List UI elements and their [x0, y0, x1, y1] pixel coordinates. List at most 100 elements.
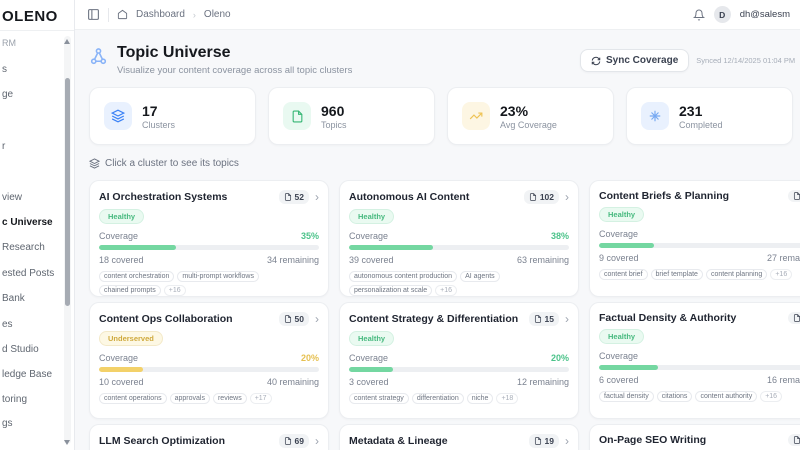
coverage-label: Coverage — [99, 231, 139, 241]
covered-count: 9 covered — [599, 253, 639, 263]
tag-pill: content orchestration — [99, 271, 175, 282]
file-icon — [283, 102, 311, 130]
topic-count-badge: 52 — [278, 190, 309, 204]
tag-list: content operations approvals reviews +17 — [99, 393, 319, 404]
status-pill: Healthy — [599, 329, 645, 344]
stat-label: Avg Coverage — [500, 119, 557, 130]
sidebar-item[interactable]: s — [2, 64, 7, 75]
stat-label: Completed — [679, 119, 723, 130]
stat-value: 960 — [321, 102, 345, 119]
sidebar-item[interactable]: Bank — [2, 293, 25, 304]
sidebar-scrollbar-thumb[interactable] — [65, 78, 70, 306]
tag-pill: +16 — [163, 285, 186, 296]
coverage-label: Coverage — [349, 231, 389, 241]
breadcrumb-dashboard[interactable]: Dashboard — [136, 9, 185, 20]
remaining-count: 40 remaining — [266, 377, 319, 387]
sync-coverage-button[interactable]: Sync Coverage — [580, 49, 690, 72]
stat-value: 231 — [679, 102, 703, 119]
scroll-down-icon[interactable] — [64, 440, 70, 445]
sidebar-item[interactable]: ested Posts — [2, 268, 55, 279]
document-icon — [284, 193, 292, 201]
user-email[interactable]: dh@salesm — [739, 9, 790, 20]
chevron-right-icon[interactable]: › — [315, 312, 319, 326]
coverage-label: Coverage — [599, 229, 639, 239]
sidebar-item[interactable]: c Universe — [2, 217, 53, 228]
cluster-card[interactable]: Factual Density & Authority›HealthyCover… — [589, 302, 800, 419]
stat-card-topics: 960 Topics — [268, 87, 435, 145]
tag-pill: content authority — [695, 391, 758, 402]
stat-label: Topics — [321, 119, 347, 130]
cluster-card[interactable]: Content Briefs & Planning›HealthyCoverag… — [589, 180, 800, 297]
tag-pill: +17 — [249, 393, 272, 404]
topic-count-badge: 15 — [528, 312, 559, 326]
chevron-right-icon[interactable]: › — [565, 434, 569, 448]
cluster-hint: Click a cluster to see its topics — [89, 158, 239, 169]
coverage-label: Coverage — [99, 353, 139, 363]
sidebar-item[interactable]: toring — [2, 394, 28, 405]
tag-pill: personalization at scale — [349, 285, 433, 296]
document-icon — [534, 437, 542, 445]
sidebar-toggle-icon[interactable] — [87, 8, 100, 21]
coverage-bar — [599, 365, 800, 370]
cluster-card[interactable]: Content Ops Collaboration 50 › Underserved C… — [89, 302, 329, 419]
chevron-right-icon[interactable]: › — [315, 190, 319, 204]
coverage-label: Coverage — [599, 351, 639, 361]
status-pill: Healthy — [99, 209, 145, 224]
tag-list: content brief brief template content plann… — [599, 269, 800, 280]
sidebar-item[interactable]: gs — [2, 418, 13, 429]
tag-list: content strategy differentiation niche +18 — [349, 393, 569, 404]
layers-icon — [89, 158, 100, 169]
coverage-bar — [349, 367, 569, 372]
remaining-count: 63 remaining — [516, 255, 569, 265]
sidebar-item[interactable]: ge — [2, 89, 14, 100]
remaining-count: 16 remaining — [766, 375, 800, 385]
sidebar-item[interactable]: Research — [2, 242, 45, 253]
document-icon — [793, 436, 800, 444]
tag-pill: multi-prompt workflows — [177, 271, 259, 282]
coverage-label: Coverage — [349, 353, 389, 363]
tag-pill: differentiation — [411, 393, 464, 404]
topic-universe-icon — [89, 47, 108, 76]
sidebar-item[interactable]: ledge Base — [2, 369, 53, 380]
chevron-right-icon[interactable]: › — [565, 190, 569, 204]
scroll-up-icon[interactable] — [64, 39, 70, 44]
sidebar-item[interactable]: es — [2, 319, 13, 330]
cluster-card[interactable]: On-Page SEO Writing›Underserved — [589, 424, 800, 450]
chevron-right-icon[interactable]: › — [315, 434, 319, 448]
cluster-title: Autonomous AI Content — [349, 191, 470, 203]
chevron-right-icon[interactable]: › — [565, 312, 569, 326]
covered-count: 6 covered — [599, 375, 639, 385]
status-pill: Healthy — [349, 209, 395, 224]
tag-pill: content brief — [599, 269, 648, 280]
cluster-card[interactable]: Autonomous AI Content 102 › Healthy Coverage… — [339, 180, 579, 297]
sidebar-item[interactable]: d Studio — [2, 344, 39, 355]
coverage-percent: 38% — [550, 231, 569, 241]
topic-count: 15 — [544, 314, 554, 324]
user-avatar[interactable]: D — [713, 6, 731, 23]
sidebar-item[interactable]: view — [2, 192, 23, 203]
main-content: Topic Universe Visualize your content co… — [75, 30, 800, 450]
tag-pill: content strategy — [349, 393, 409, 404]
remaining-count: 27 remaining — [766, 253, 800, 263]
document-icon — [284, 437, 292, 445]
home-icon[interactable] — [117, 9, 128, 20]
coverage-bar — [99, 367, 319, 372]
tag-pill: +16 — [435, 285, 458, 296]
cluster-card[interactable]: AI Orchestration Systems 52 › Healthy Covera… — [89, 180, 329, 297]
header-actions: Sync Coverage Synced 12/14/2025 01:04 PM… — [580, 49, 800, 72]
stats-row: 17 Clusters 960 Topics 23% A — [89, 87, 793, 145]
coverage-percent: 20% — [550, 353, 569, 363]
cluster-card[interactable]: Content Strategy & Differentiation 15 › Hea… — [339, 302, 579, 419]
stat-card-clusters: 17 Clusters — [89, 87, 256, 145]
cluster-title: Metadata & Lineage — [349, 435, 448, 447]
breadcrumb-current[interactable]: Oleno — [203, 9, 231, 20]
cluster-title: Content Strategy & Differentiation — [349, 313, 519, 325]
notifications-bell-icon[interactable] — [692, 9, 705, 21]
tag-pill: niche — [466, 393, 494, 404]
cluster-title: AI Orchestration Systems — [99, 191, 228, 203]
sidebar-item[interactable]: r — [2, 141, 6, 152]
coverage-bar — [349, 245, 569, 250]
